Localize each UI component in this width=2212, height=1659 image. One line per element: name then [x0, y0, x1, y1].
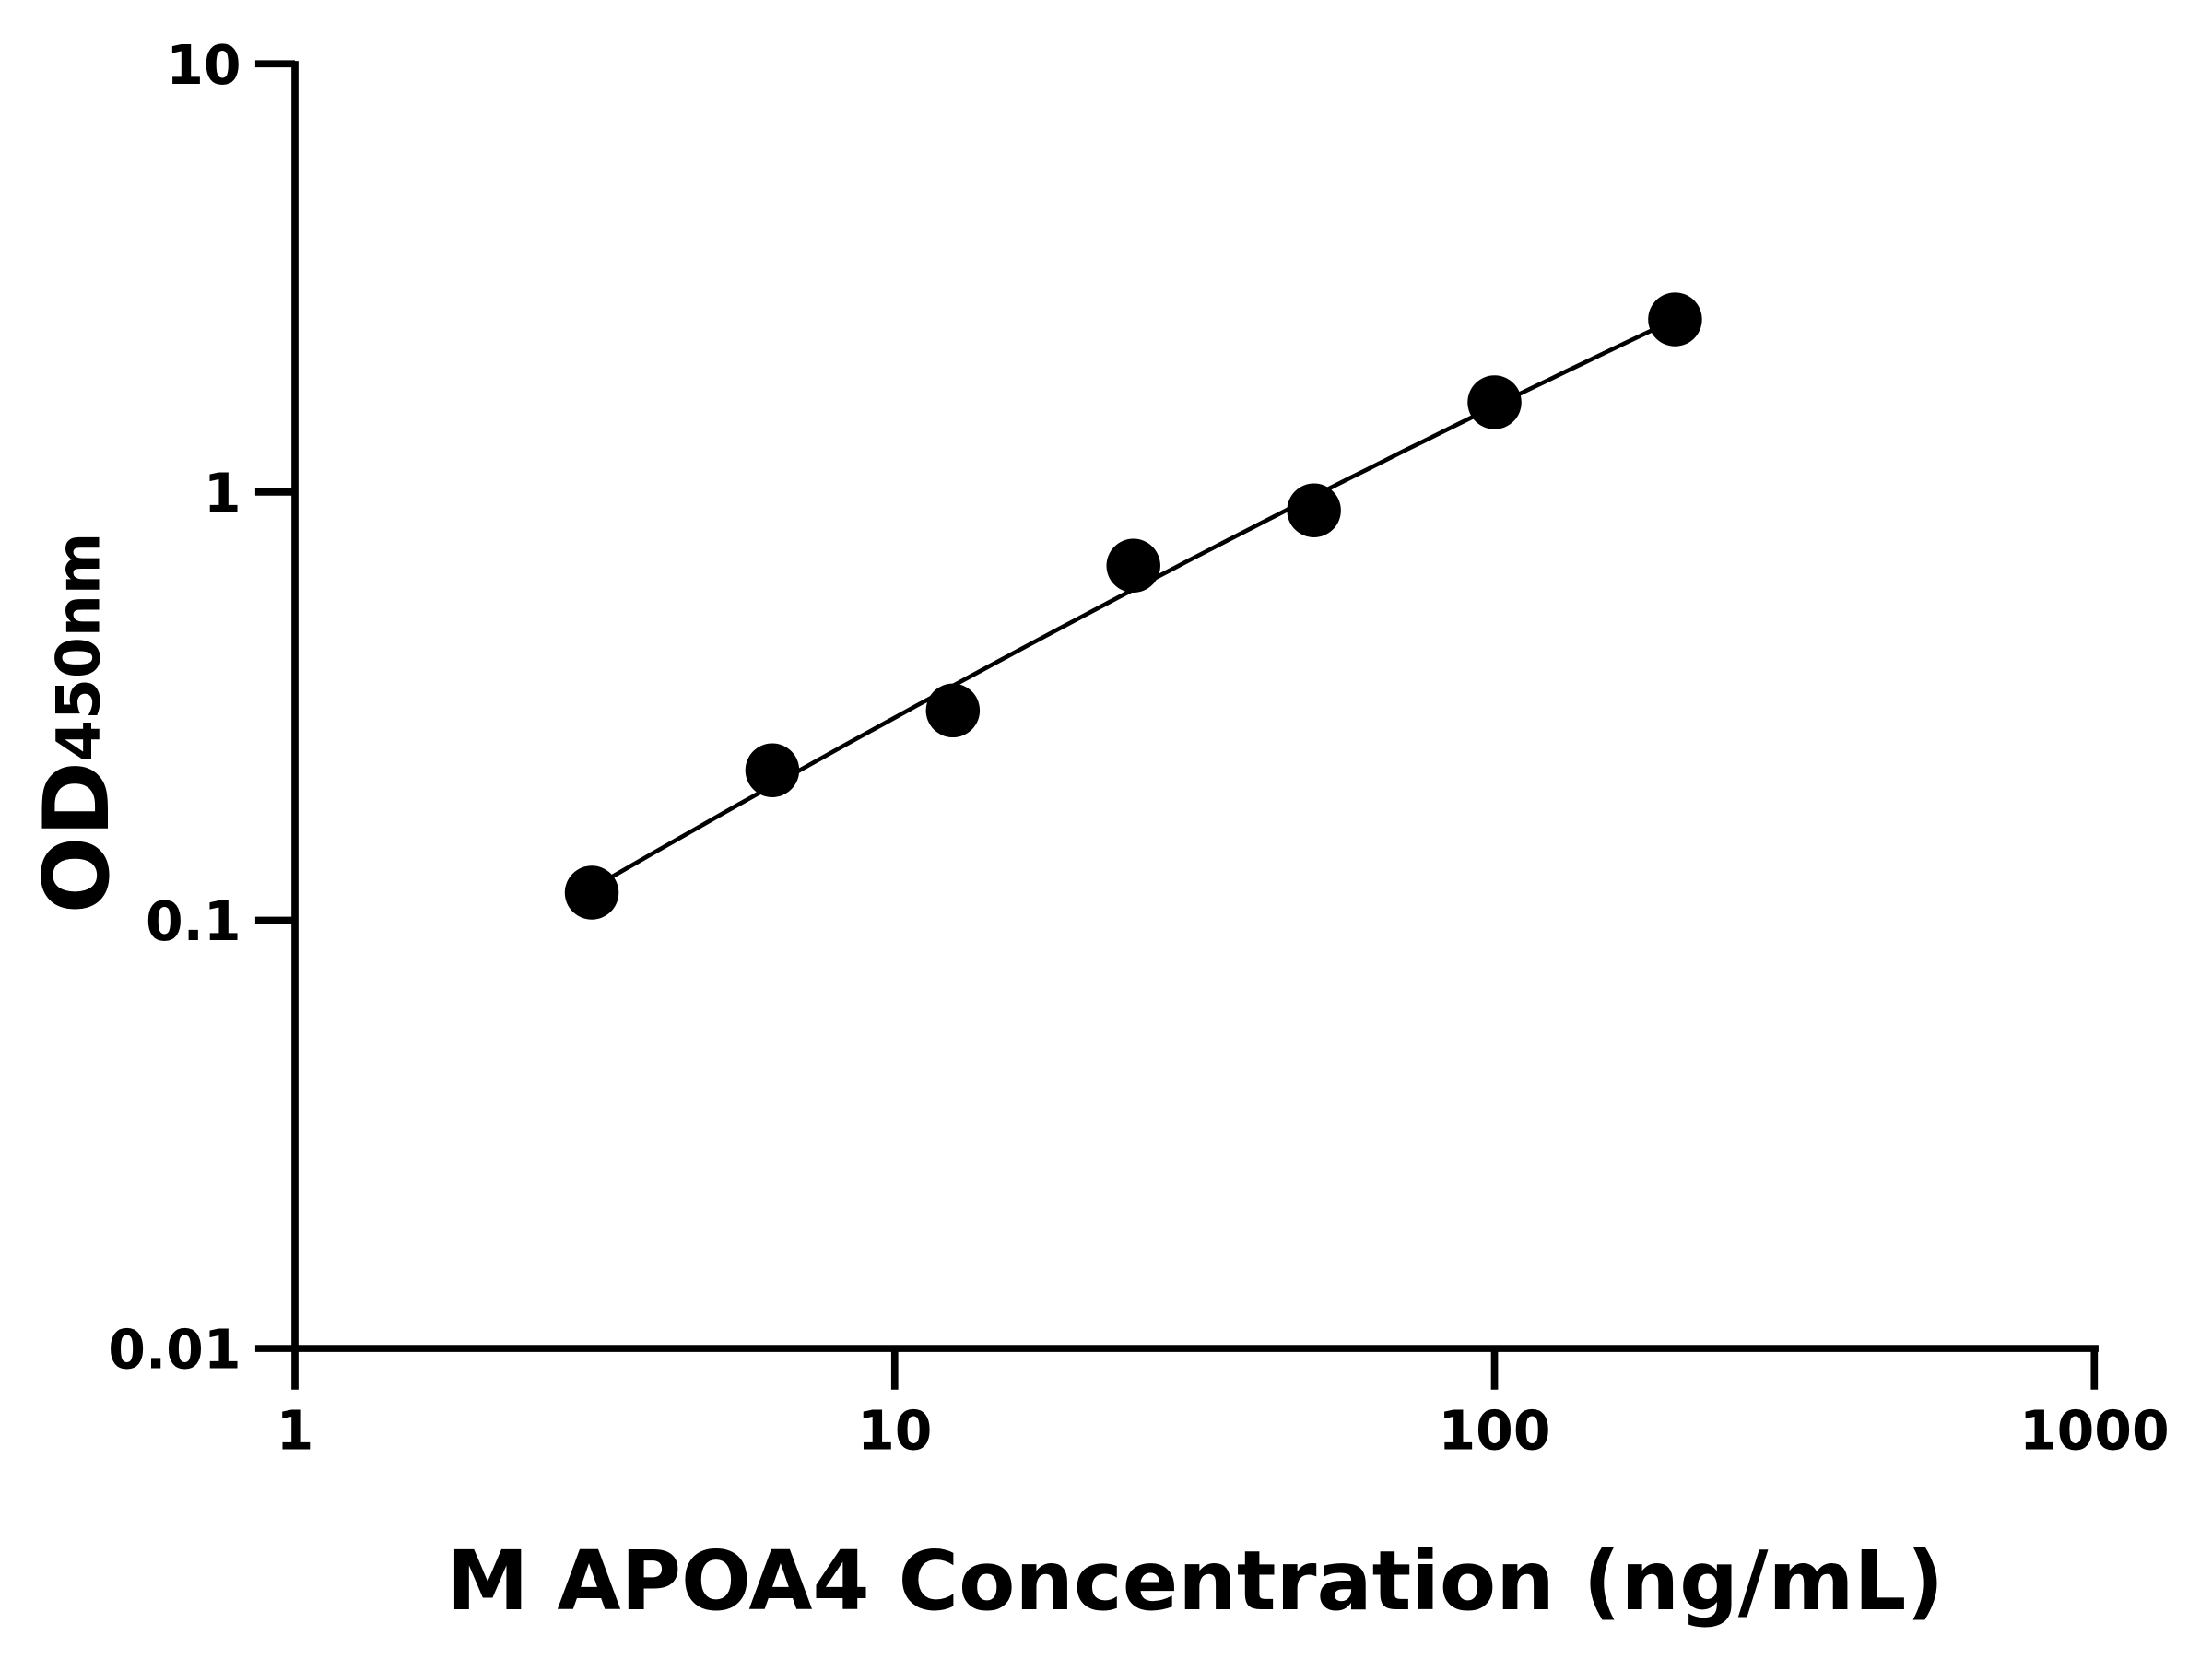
y-tick-label: 0.01 — [108, 1319, 241, 1382]
y-tick-label: 0.1 — [146, 890, 241, 953]
y-axis-label-subscript: 450nm — [45, 533, 114, 761]
x-ticks: 1 10 100 1000 — [276, 1348, 2170, 1462]
y-axis-label-main: OD — [25, 761, 130, 913]
y-ticks: 0.01 0.1 1 10 — [108, 34, 295, 1382]
data-point — [925, 683, 981, 738]
x-axis-label: M APOA4 Concentration (ng/mL) — [447, 1534, 1944, 1630]
data-point — [1648, 292, 1702, 347]
x-tick-label: 1 — [276, 1399, 314, 1462]
x-tick-label: 1000 — [2019, 1399, 2170, 1462]
x-tick-label: 10 — [857, 1399, 932, 1462]
y-tick-label: 10 — [166, 34, 241, 97]
data-point — [1467, 375, 1522, 429]
axes — [291, 61, 2099, 1352]
y-axis-label: OD450nm — [25, 533, 130, 914]
data-points — [564, 292, 1702, 920]
data-point — [1106, 538, 1160, 593]
data-point — [564, 865, 619, 920]
data-point — [1287, 483, 1341, 537]
data-point — [745, 743, 800, 797]
x-tick-label: 100 — [1439, 1399, 1551, 1462]
y-tick-label: 1 — [204, 462, 241, 524]
